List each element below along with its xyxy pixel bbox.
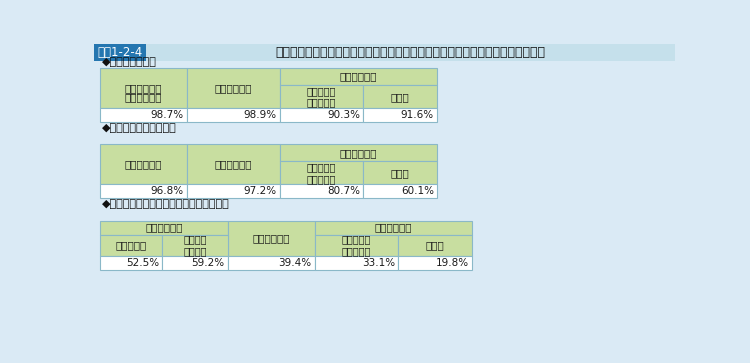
Text: 幼稚園から
高等学校等: 幼稚園から 高等学校等: [342, 234, 371, 256]
Text: 90.3%: 90.3%: [327, 110, 360, 120]
Text: ◆吊り天井等の耐震対策: ◆吊り天井等の耐震対策: [101, 123, 176, 133]
Text: 59.2%: 59.2%: [191, 258, 225, 268]
Bar: [187, 68, 280, 108]
Bar: [315, 221, 472, 234]
Text: 国立大学等: 国立大学等: [116, 240, 146, 250]
Text: 大学等: 大学等: [391, 92, 410, 102]
Text: 幼稚園から
高等学校等: 幼稚園から 高等学校等: [307, 162, 336, 184]
Text: 国立学校施設: 国立学校施設: [124, 83, 162, 93]
Bar: [100, 256, 162, 270]
Text: 国立大学
附属学校: 国立大学 附属学校: [183, 234, 207, 256]
Bar: [187, 108, 280, 122]
Text: 91.6%: 91.6%: [400, 110, 434, 120]
Text: 60.1%: 60.1%: [401, 186, 434, 196]
Bar: [187, 144, 280, 184]
Bar: [146, 44, 675, 61]
Bar: [364, 108, 437, 122]
Bar: [364, 184, 437, 198]
Text: 国立学校施設: 国立学校施設: [124, 159, 162, 170]
Text: 大学等: 大学等: [426, 240, 445, 250]
Text: 39.4%: 39.4%: [278, 258, 311, 268]
Bar: [315, 256, 398, 270]
Bar: [228, 221, 315, 256]
Text: 96.8%: 96.8%: [151, 186, 184, 196]
Bar: [162, 234, 228, 256]
Text: ◆吊り天井等以外の非構造部材の耐震対策: ◆吊り天井等以外の非構造部材の耐震対策: [101, 200, 230, 209]
Bar: [187, 184, 280, 198]
Bar: [162, 256, 228, 270]
Text: 19.8%: 19.8%: [436, 258, 469, 268]
Text: 98.7%: 98.7%: [151, 110, 184, 120]
Bar: [280, 85, 364, 108]
Bar: [100, 144, 187, 184]
Text: 図表1-2-4: 図表1-2-4: [98, 45, 142, 58]
Bar: [228, 256, 315, 270]
Bar: [280, 108, 364, 122]
Text: 公立学校施設: 公立学校施設: [214, 159, 252, 170]
Text: 国立学校施設: 国立学校施設: [124, 92, 162, 102]
Text: 私立学校施設: 私立学校施設: [374, 223, 412, 233]
Text: 私立学校施設: 私立学校施設: [340, 148, 377, 158]
Bar: [398, 234, 472, 256]
Bar: [315, 234, 398, 256]
Text: 公立学校施設: 公立学校施設: [253, 233, 290, 243]
Text: 52.5%: 52.5%: [126, 258, 159, 268]
Text: 国立学校施設: 国立学校施設: [146, 223, 183, 233]
Bar: [280, 184, 364, 198]
Bar: [100, 184, 187, 198]
Bar: [94, 44, 146, 61]
Bar: [280, 68, 437, 85]
Bar: [100, 221, 228, 234]
Text: 幼稚園から
高等学校等: 幼稚園から 高等学校等: [307, 86, 336, 107]
Text: ◆構造体の耐震化: ◆構造体の耐震化: [101, 57, 156, 67]
Bar: [280, 144, 437, 162]
Bar: [100, 68, 187, 108]
Bar: [364, 85, 437, 108]
Text: 97.2%: 97.2%: [244, 186, 277, 196]
Text: 私立学校施設: 私立学校施設: [340, 72, 377, 82]
Bar: [364, 162, 437, 184]
Text: 98.9%: 98.9%: [244, 110, 277, 120]
Text: 公立学校施設: 公立学校施設: [214, 83, 252, 93]
Text: 33.1%: 33.1%: [362, 258, 395, 268]
Text: 大学等: 大学等: [391, 168, 410, 178]
Bar: [100, 108, 187, 122]
Bar: [280, 162, 364, 184]
Text: 平成３０年度における学校施設の構造体の耐震化，非構造部材の耐震対策実施率: 平成３０年度における学校施設の構造体の耐震化，非構造部材の耐震対策実施率: [276, 45, 546, 58]
Bar: [100, 234, 162, 256]
Bar: [398, 256, 472, 270]
Text: 80.7%: 80.7%: [327, 186, 360, 196]
